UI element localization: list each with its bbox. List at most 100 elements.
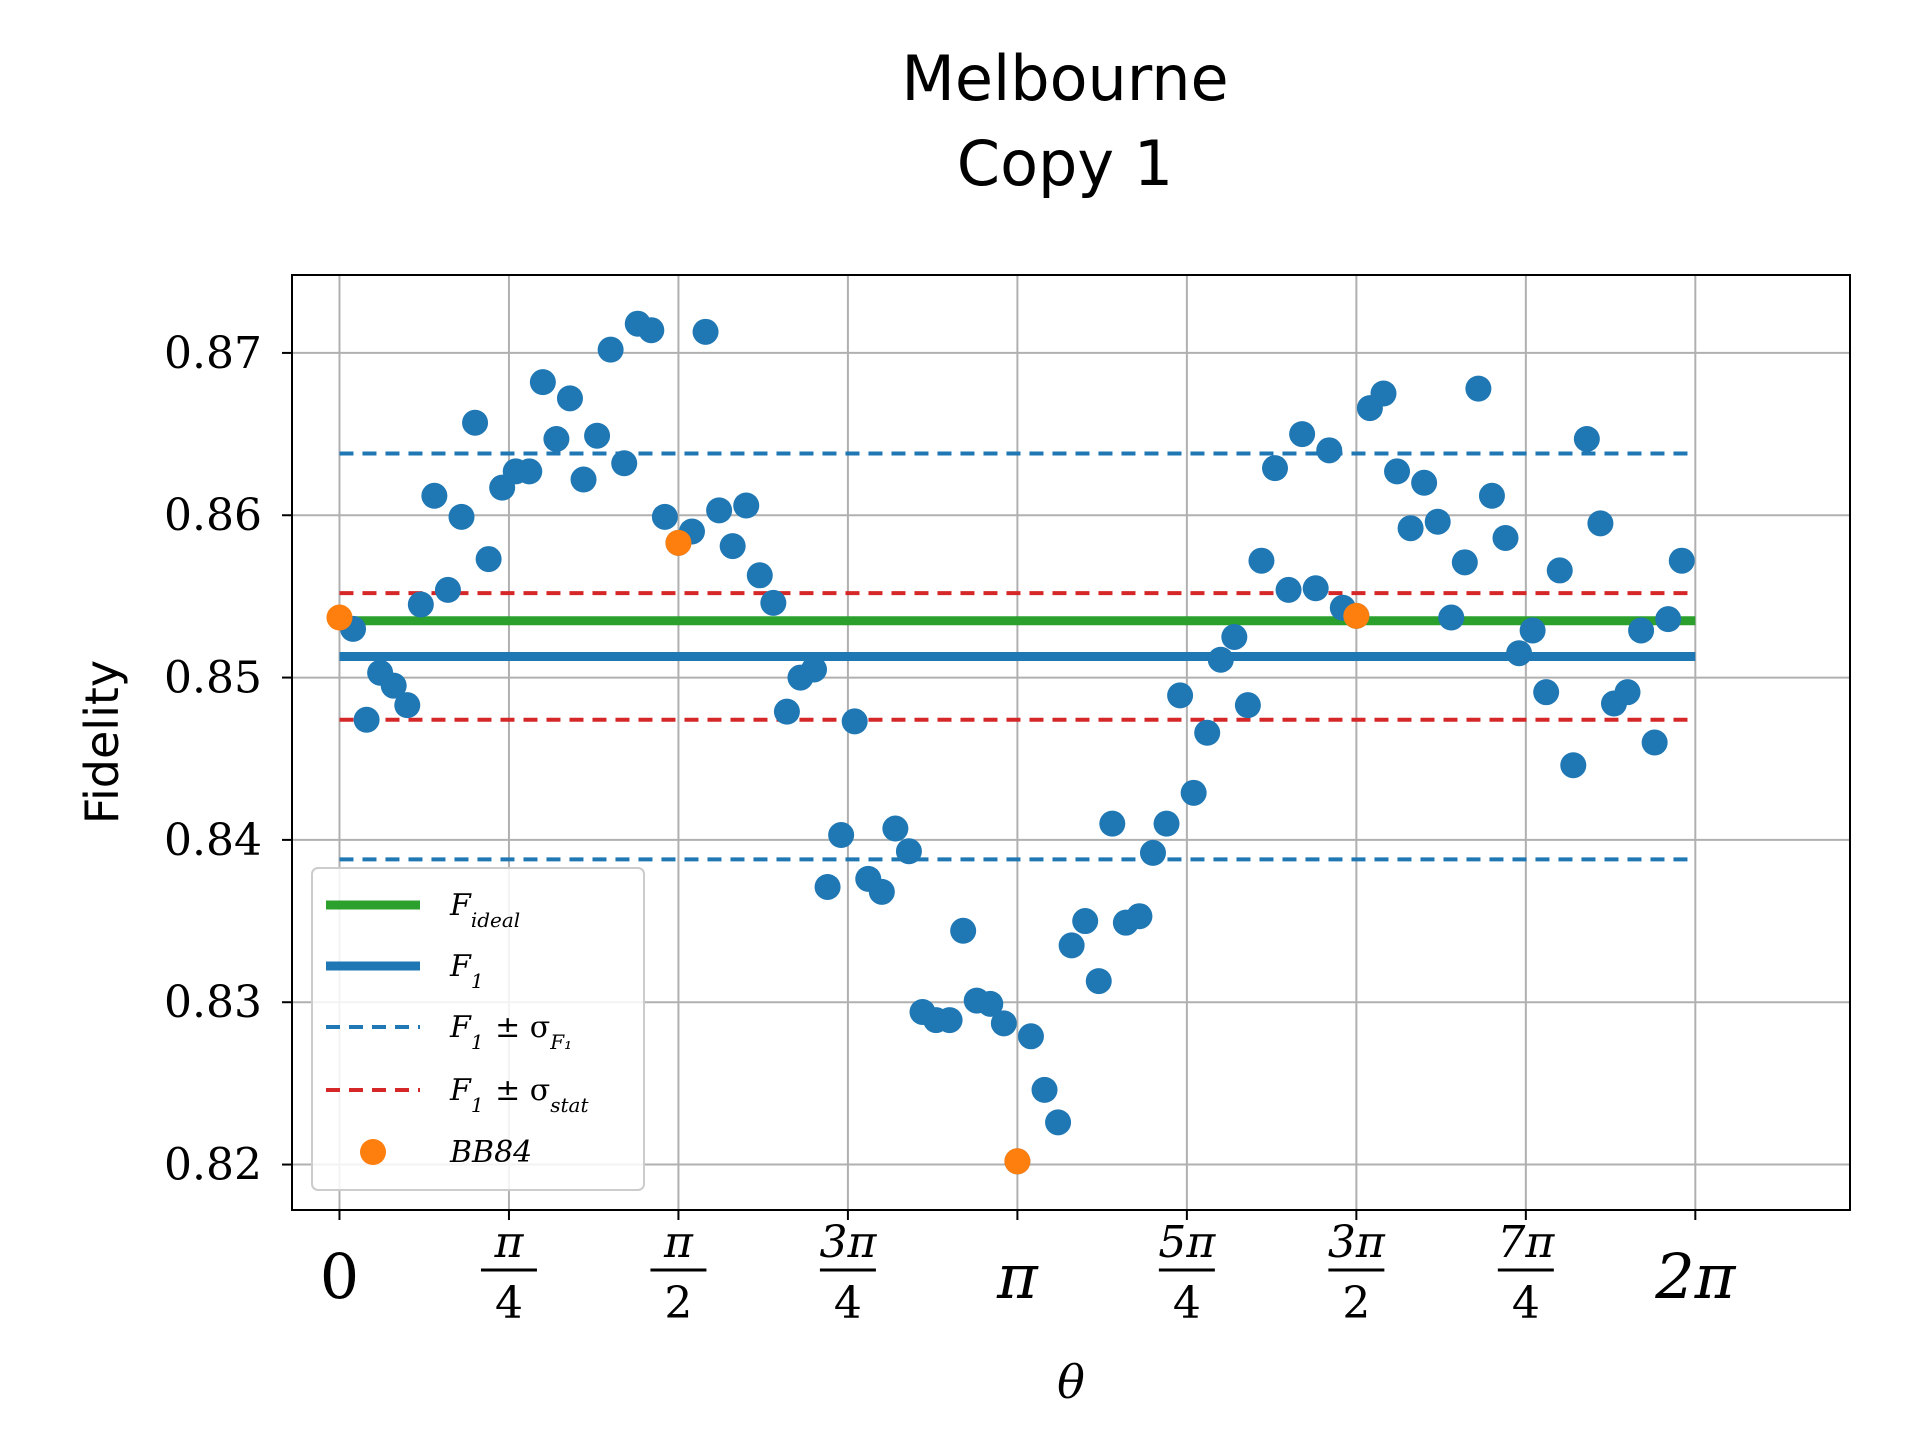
data-point-5 bbox=[407, 591, 434, 618]
data-point-98 bbox=[1668, 547, 1695, 574]
x-tick-numerator: 7π bbox=[1497, 1217, 1555, 1268]
data-point-82 bbox=[1451, 549, 1478, 576]
legend-entry-3: F1 ± σstat bbox=[326, 1073, 589, 1117]
data-point-61 bbox=[1167, 682, 1194, 709]
x-tick-denominator: 4 bbox=[1173, 1278, 1201, 1329]
x-tick-numerator: π bbox=[493, 1217, 524, 1268]
data-point-81 bbox=[1438, 604, 1465, 631]
legend-label: F1 ± σstat bbox=[449, 1073, 589, 1117]
data-point-72 bbox=[1316, 437, 1343, 464]
data-point-54 bbox=[1072, 908, 1099, 935]
data-point-87 bbox=[1519, 617, 1546, 644]
legend-entry-0: Fideal bbox=[326, 888, 520, 932]
data-point-41 bbox=[895, 838, 922, 865]
data-point-64 bbox=[1207, 646, 1234, 673]
data-point-39 bbox=[868, 878, 895, 905]
data-point-62 bbox=[1180, 779, 1207, 806]
bb84-point-3 bbox=[1343, 602, 1370, 629]
y-tick-label: 0.85 bbox=[164, 653, 262, 704]
legend-entry-1: F1 bbox=[326, 949, 484, 993]
data-point-69 bbox=[1275, 576, 1302, 603]
x-tick-label-6: 3π2 bbox=[1328, 1217, 1386, 1329]
data-point-26 bbox=[692, 318, 719, 345]
legend-label: Fideal bbox=[449, 888, 520, 932]
data-point-92 bbox=[1587, 510, 1614, 537]
x-tick-text: 0 bbox=[320, 1240, 359, 1313]
legend-label: F1 bbox=[449, 949, 484, 993]
data-point-48 bbox=[990, 1010, 1017, 1037]
data-point-9 bbox=[462, 409, 489, 436]
data-point-7 bbox=[434, 576, 461, 603]
legend: Fideal F1 F1 ± σF₁ F1 ± σstat BB84 bbox=[311, 867, 645, 1191]
data-point-77 bbox=[1384, 458, 1411, 485]
data-point-34 bbox=[801, 656, 828, 683]
data-point-90 bbox=[1560, 752, 1587, 779]
bb84-point-1 bbox=[665, 529, 692, 556]
data-point-94 bbox=[1614, 679, 1641, 706]
data-point-53 bbox=[1058, 932, 1085, 959]
data-point-79 bbox=[1411, 469, 1438, 496]
data-point-85 bbox=[1492, 524, 1519, 551]
x-tick-label-7: 7π4 bbox=[1497, 1217, 1555, 1329]
data-point-14 bbox=[529, 369, 556, 396]
data-point-91 bbox=[1573, 425, 1600, 452]
data-point-59 bbox=[1139, 839, 1166, 866]
x-tick-label-2: π2 bbox=[650, 1217, 707, 1329]
x-tick-numerator: 3π bbox=[819, 1217, 877, 1268]
legend-box bbox=[311, 867, 645, 1191]
data-point-67 bbox=[1248, 547, 1275, 574]
data-point-31 bbox=[760, 589, 787, 616]
y-axis-label: Fidelity bbox=[75, 660, 129, 824]
data-point-29 bbox=[733, 492, 760, 519]
legend-entry-4: BB84 bbox=[360, 1135, 532, 1170]
chart-title-line-1: Melbourne bbox=[901, 42, 1228, 115]
x-tick-label-3: 3π4 bbox=[819, 1217, 877, 1329]
data-point-58 bbox=[1126, 903, 1153, 930]
plot-frame bbox=[291, 274, 1851, 1211]
data-point-78 bbox=[1397, 515, 1424, 542]
data-point-15 bbox=[543, 425, 570, 452]
data-point-83 bbox=[1465, 375, 1492, 402]
data-point-55 bbox=[1085, 968, 1112, 995]
x-tick-label-5: 5π4 bbox=[1158, 1217, 1216, 1329]
y-tick-label: 0.87 bbox=[164, 328, 262, 379]
data-point-13 bbox=[516, 458, 543, 485]
data-point-1 bbox=[353, 706, 380, 733]
data-point-76 bbox=[1370, 380, 1397, 407]
x-tick-label-4: π bbox=[996, 1240, 1039, 1313]
data-point-56 bbox=[1099, 810, 1126, 837]
x-tick-label-8: 2π bbox=[1654, 1240, 1736, 1313]
data-point-37 bbox=[841, 708, 868, 735]
y-tick-label: 0.83 bbox=[164, 977, 262, 1028]
bb84-point-2 bbox=[1004, 1148, 1031, 1175]
data-point-23 bbox=[651, 503, 678, 530]
data-point-84 bbox=[1478, 482, 1505, 509]
x-tick-denominator: 4 bbox=[1512, 1278, 1540, 1329]
legend-swatch bbox=[360, 1139, 386, 1165]
data-points bbox=[326, 310, 1695, 1175]
data-point-65 bbox=[1221, 623, 1248, 650]
data-point-71 bbox=[1302, 575, 1329, 602]
data-point-60 bbox=[1153, 810, 1180, 837]
x-tick-denominator: 2 bbox=[1342, 1278, 1370, 1329]
y-tick-label: 0.86 bbox=[164, 490, 262, 541]
chart-title-line-2: Copy 1 bbox=[957, 127, 1173, 200]
data-point-80 bbox=[1424, 508, 1451, 535]
x-tick-denominator: 4 bbox=[495, 1278, 523, 1329]
data-point-44 bbox=[936, 1007, 963, 1034]
data-point-27 bbox=[706, 497, 733, 524]
data-point-22 bbox=[638, 317, 665, 344]
data-point-19 bbox=[597, 336, 624, 363]
data-point-18 bbox=[584, 422, 611, 449]
x-tick-text: 2π bbox=[1654, 1240, 1736, 1313]
data-point-30 bbox=[746, 562, 773, 589]
data-point-47 bbox=[977, 990, 1004, 1017]
x-tick-numerator: π bbox=[663, 1217, 694, 1268]
data-point-86 bbox=[1506, 640, 1533, 667]
legend-label: BB84 bbox=[449, 1135, 532, 1170]
data-point-16 bbox=[556, 385, 583, 412]
bb84-point-0 bbox=[326, 604, 353, 631]
data-point-40 bbox=[882, 815, 909, 842]
data-point-89 bbox=[1546, 557, 1573, 584]
